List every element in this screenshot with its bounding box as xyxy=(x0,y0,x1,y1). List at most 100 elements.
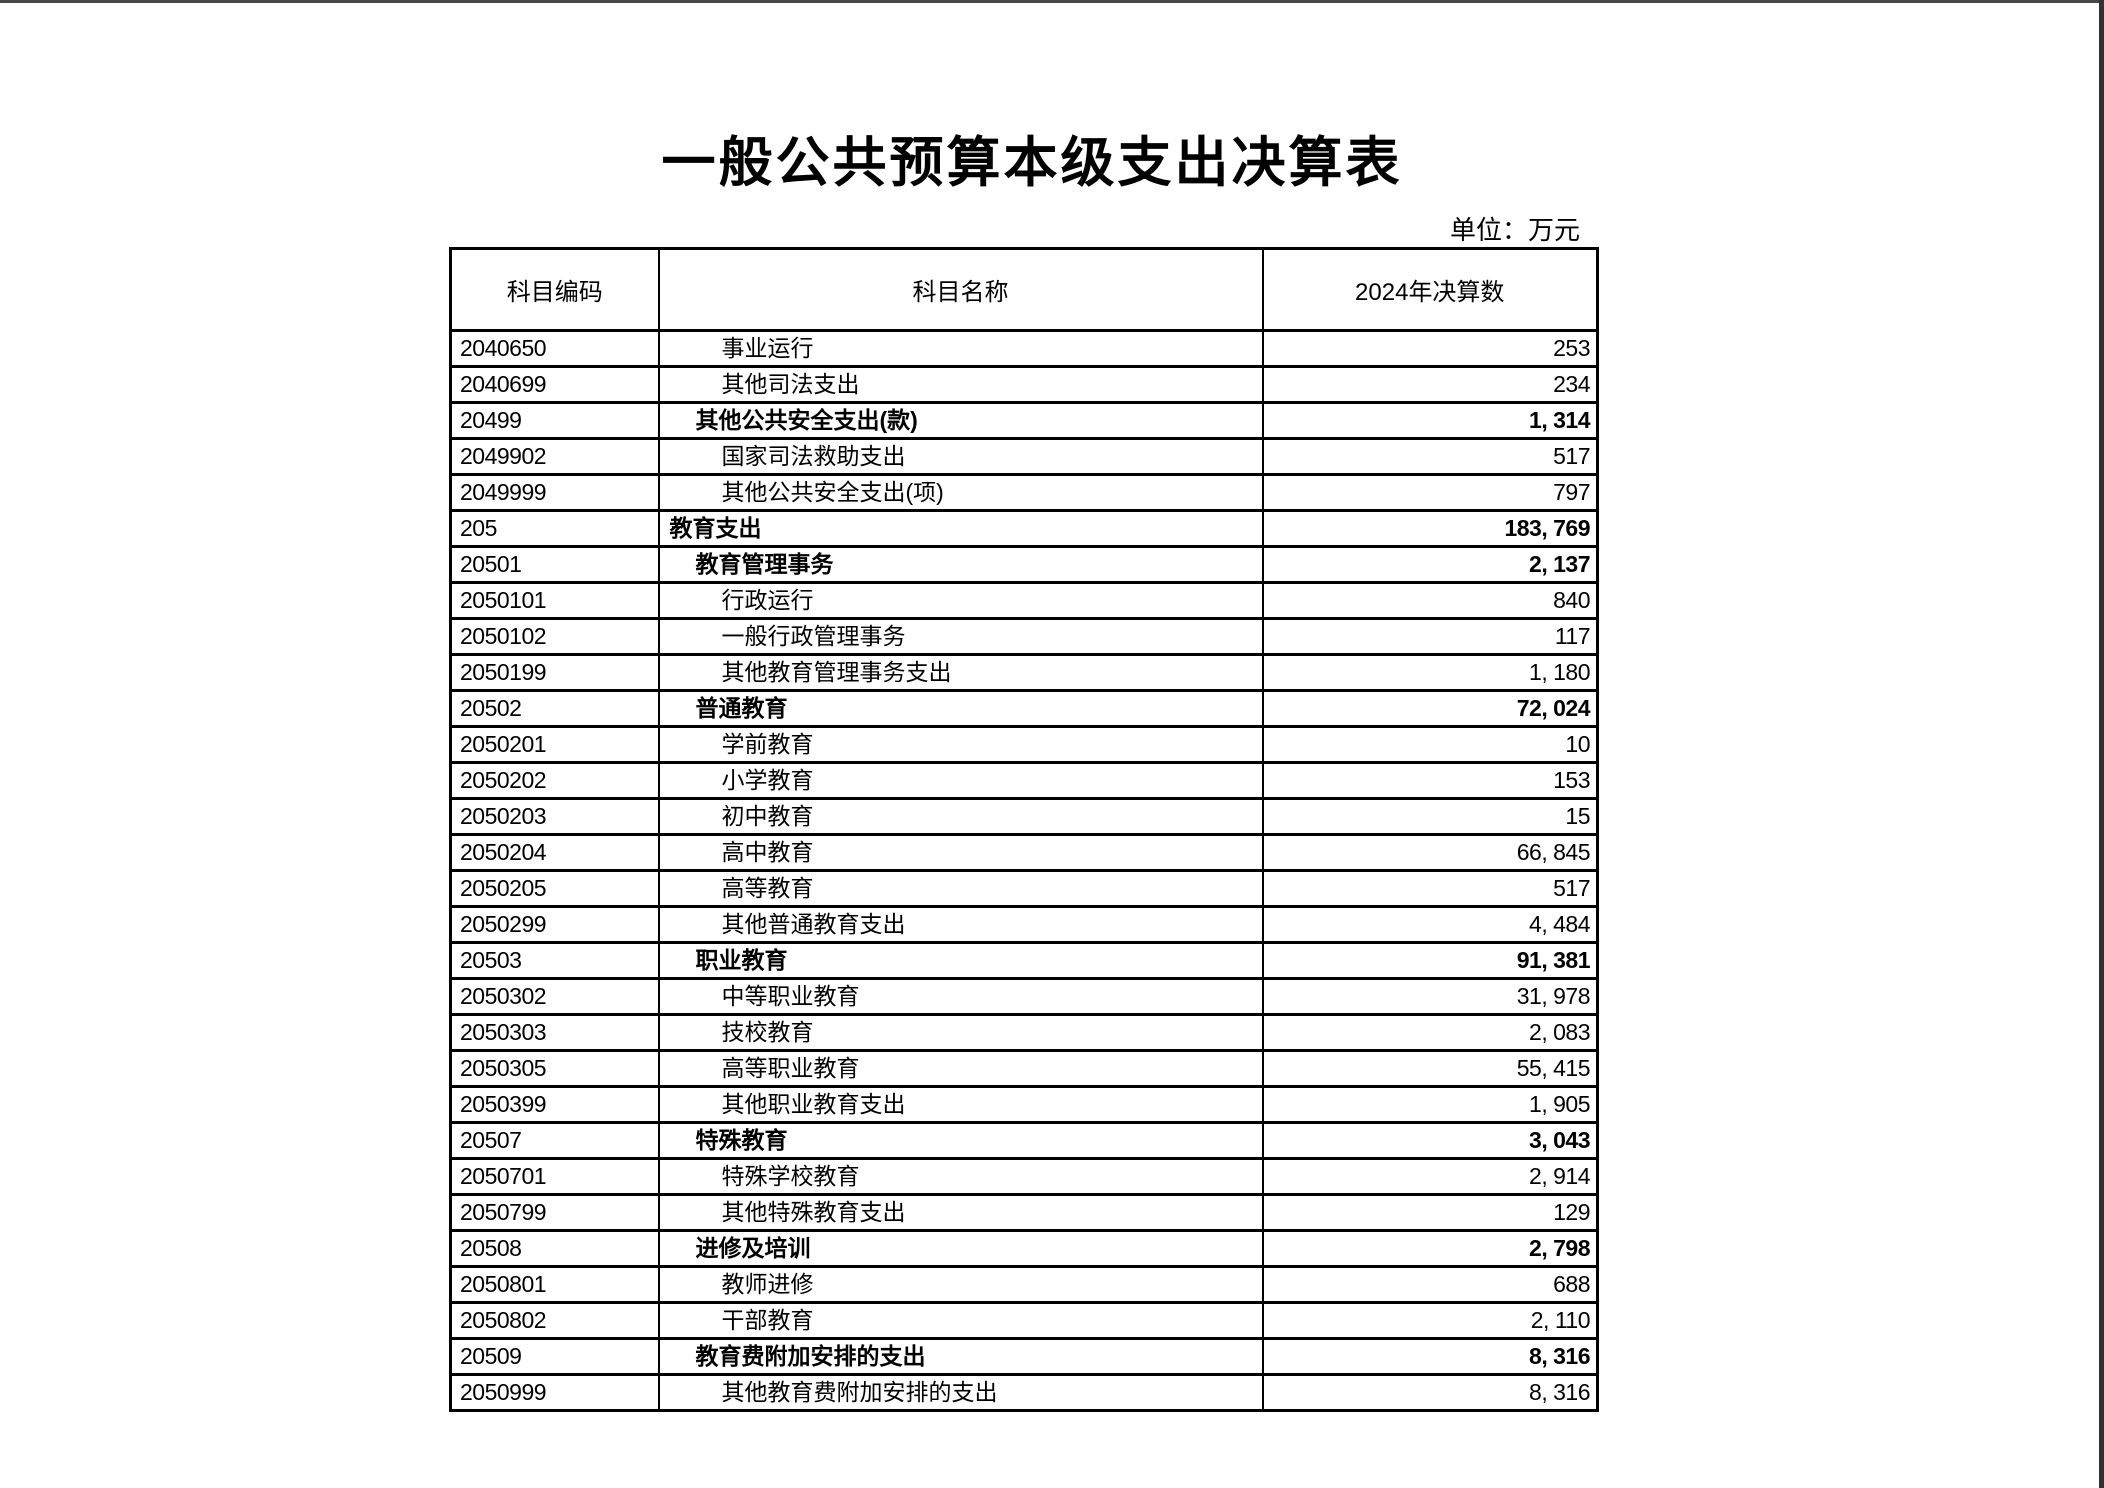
subject-name-cell: 事业运行 xyxy=(657,329,1264,368)
final-amount-cell: 840 xyxy=(1261,581,1599,620)
table-row: 2050204 高中教育 66, 845 xyxy=(449,833,1599,872)
subject-name-cell: 国家司法救助支出 xyxy=(657,437,1264,476)
table-row: 2050802 干部教育 2, 110 xyxy=(449,1301,1599,1340)
final-amount-cell: 2, 110 xyxy=(1261,1301,1599,1340)
subject-code-cell: 20501 xyxy=(449,545,660,584)
table-row: 2050202 小学教育 153 xyxy=(449,761,1599,800)
table-row: 205 教育支出 183, 769 xyxy=(449,509,1599,548)
final-amount-cell: 66, 845 xyxy=(1261,833,1599,872)
subject-code-cell: 2040699 xyxy=(449,365,660,404)
subject-name-cell: 职业教育 xyxy=(657,941,1264,980)
final-amount-cell: 1, 905 xyxy=(1261,1085,1599,1124)
subject-name-cell: 高等教育 xyxy=(657,869,1264,908)
subject-code-cell: 2050302 xyxy=(449,977,660,1016)
column-header-final-amount: 2024年决算数 xyxy=(1261,247,1599,332)
final-amount-cell: 15 xyxy=(1261,797,1599,836)
subject-code-cell: 2050101 xyxy=(449,581,660,620)
subject-name-cell: 普通教育 xyxy=(657,689,1264,728)
subject-name-cell: 教育费附加安排的支出 xyxy=(657,1337,1264,1376)
final-amount-cell: 10 xyxy=(1261,725,1599,764)
subject-name-cell: 一般行政管理事务 xyxy=(657,617,1264,656)
subject-name-cell: 其他教育管理事务支出 xyxy=(657,653,1264,692)
subject-code-cell: 2050303 xyxy=(449,1013,660,1052)
table-row: 2050201 学前教育 10 xyxy=(449,725,1599,764)
table-row: 2050299 其他普通教育支出 4, 484 xyxy=(449,905,1599,944)
table-row: 2050701 特殊学校教育 2, 914 xyxy=(449,1157,1599,1196)
subject-code-cell: 2050701 xyxy=(449,1157,660,1196)
final-amount-cell: 517 xyxy=(1261,437,1599,476)
subject-name-cell: 其他特殊教育支出 xyxy=(657,1193,1264,1232)
final-amount-cell: 2, 914 xyxy=(1261,1157,1599,1196)
final-amount-cell: 1, 180 xyxy=(1261,653,1599,692)
subject-name-cell: 高等职业教育 xyxy=(657,1049,1264,1088)
subject-name-cell: 其他职业教育支出 xyxy=(657,1085,1264,1124)
table-row: 20503 职业教育 91, 381 xyxy=(449,941,1599,980)
subject-code-cell: 205 xyxy=(449,509,660,548)
subject-name-cell: 干部教育 xyxy=(657,1301,1264,1340)
final-amount-cell: 72, 024 xyxy=(1261,689,1599,728)
window-edge-right xyxy=(2099,0,2104,1488)
table-row: 20502 普通教育 72, 024 xyxy=(449,689,1599,728)
subject-name-cell: 技校教育 xyxy=(657,1013,1264,1052)
subject-code-cell: 2050305 xyxy=(449,1049,660,1088)
subject-name-cell: 高中教育 xyxy=(657,833,1264,872)
table-row: 2050199 其他教育管理事务支出 1, 180 xyxy=(449,653,1599,692)
subject-code-cell: 2050399 xyxy=(449,1085,660,1124)
subject-code-cell: 2050205 xyxy=(449,869,660,908)
final-amount-cell: 4, 484 xyxy=(1261,905,1599,944)
subject-code-cell: 20508 xyxy=(449,1229,660,1268)
column-header-subject-name: 科目名称 xyxy=(657,247,1264,332)
subject-code-cell: 2049999 xyxy=(449,473,660,512)
final-amount-cell: 183, 769 xyxy=(1261,509,1599,548)
subject-code-cell: 2050999 xyxy=(449,1373,660,1412)
subject-code-cell: 20503 xyxy=(449,941,660,980)
table-row: 2049902 国家司法救助支出 517 xyxy=(449,437,1599,476)
subject-name-cell: 进修及培训 xyxy=(657,1229,1264,1268)
table-row: 20509 教育费附加安排的支出 8, 316 xyxy=(449,1337,1599,1376)
table-row: 2050101 行政运行 840 xyxy=(449,581,1599,620)
subject-code-cell: 2050201 xyxy=(449,725,660,764)
subject-name-cell: 教育支出 xyxy=(657,509,1264,548)
budget-table: 科目编码 科目名称 2024年决算数 2040650 事业运行 253 2040… xyxy=(449,247,1599,1412)
table-header-row: 科目编码 科目名称 2024年决算数 xyxy=(449,247,1599,332)
table-row: 2050205 高等教育 517 xyxy=(449,869,1599,908)
final-amount-cell: 517 xyxy=(1261,869,1599,908)
subject-name-cell: 初中教育 xyxy=(657,797,1264,836)
table-row: 2049999 其他公共安全支出(项) 797 xyxy=(449,473,1599,512)
table-row: 2050799 其他特殊教育支出 129 xyxy=(449,1193,1599,1232)
subject-code-cell: 20509 xyxy=(449,1337,660,1376)
table-row: 2050305 高等职业教育 55, 415 xyxy=(449,1049,1599,1088)
subject-code-cell: 2050801 xyxy=(449,1265,660,1304)
final-amount-cell: 3, 043 xyxy=(1261,1121,1599,1160)
final-amount-cell: 129 xyxy=(1261,1193,1599,1232)
subject-code-cell: 2050102 xyxy=(449,617,660,656)
subject-code-cell: 2050799 xyxy=(449,1193,660,1232)
subject-name-cell: 教育管理事务 xyxy=(657,545,1264,584)
final-amount-cell: 117 xyxy=(1261,617,1599,656)
table-row: 20508 进修及培训 2, 798 xyxy=(449,1229,1599,1268)
subject-code-cell: 20502 xyxy=(449,689,660,728)
final-amount-cell: 2, 083 xyxy=(1261,1013,1599,1052)
table-row: 2040650 事业运行 253 xyxy=(449,329,1599,368)
final-amount-cell: 2, 798 xyxy=(1261,1229,1599,1268)
subject-name-cell: 中等职业教育 xyxy=(657,977,1264,1016)
subject-name-cell: 教师进修 xyxy=(657,1265,1264,1304)
subject-name-cell: 其他教育费附加安排的支出 xyxy=(657,1373,1264,1412)
table-row: 20501 教育管理事务 2, 137 xyxy=(449,545,1599,584)
subject-code-cell: 2050202 xyxy=(449,761,660,800)
table-row: 2050203 初中教育 15 xyxy=(449,797,1599,836)
subject-code-cell: 2049902 xyxy=(449,437,660,476)
final-amount-cell: 8, 316 xyxy=(1261,1337,1599,1376)
final-amount-cell: 2, 137 xyxy=(1261,545,1599,584)
unit-label: 单位：万元 xyxy=(1449,215,1580,245)
subject-name-cell: 其他普通教育支出 xyxy=(657,905,1264,944)
subject-code-cell: 20499 xyxy=(449,401,660,440)
final-amount-cell: 91, 381 xyxy=(1261,941,1599,980)
subject-code-cell: 2050299 xyxy=(449,905,660,944)
table-row: 2040699 其他司法支出 234 xyxy=(449,365,1599,404)
column-header-subject-code: 科目编码 xyxy=(449,247,660,332)
subject-code-cell: 2050199 xyxy=(449,653,660,692)
subject-name-cell: 学前教育 xyxy=(657,725,1264,764)
subject-name-cell: 其他公共安全支出(款) xyxy=(657,401,1264,440)
